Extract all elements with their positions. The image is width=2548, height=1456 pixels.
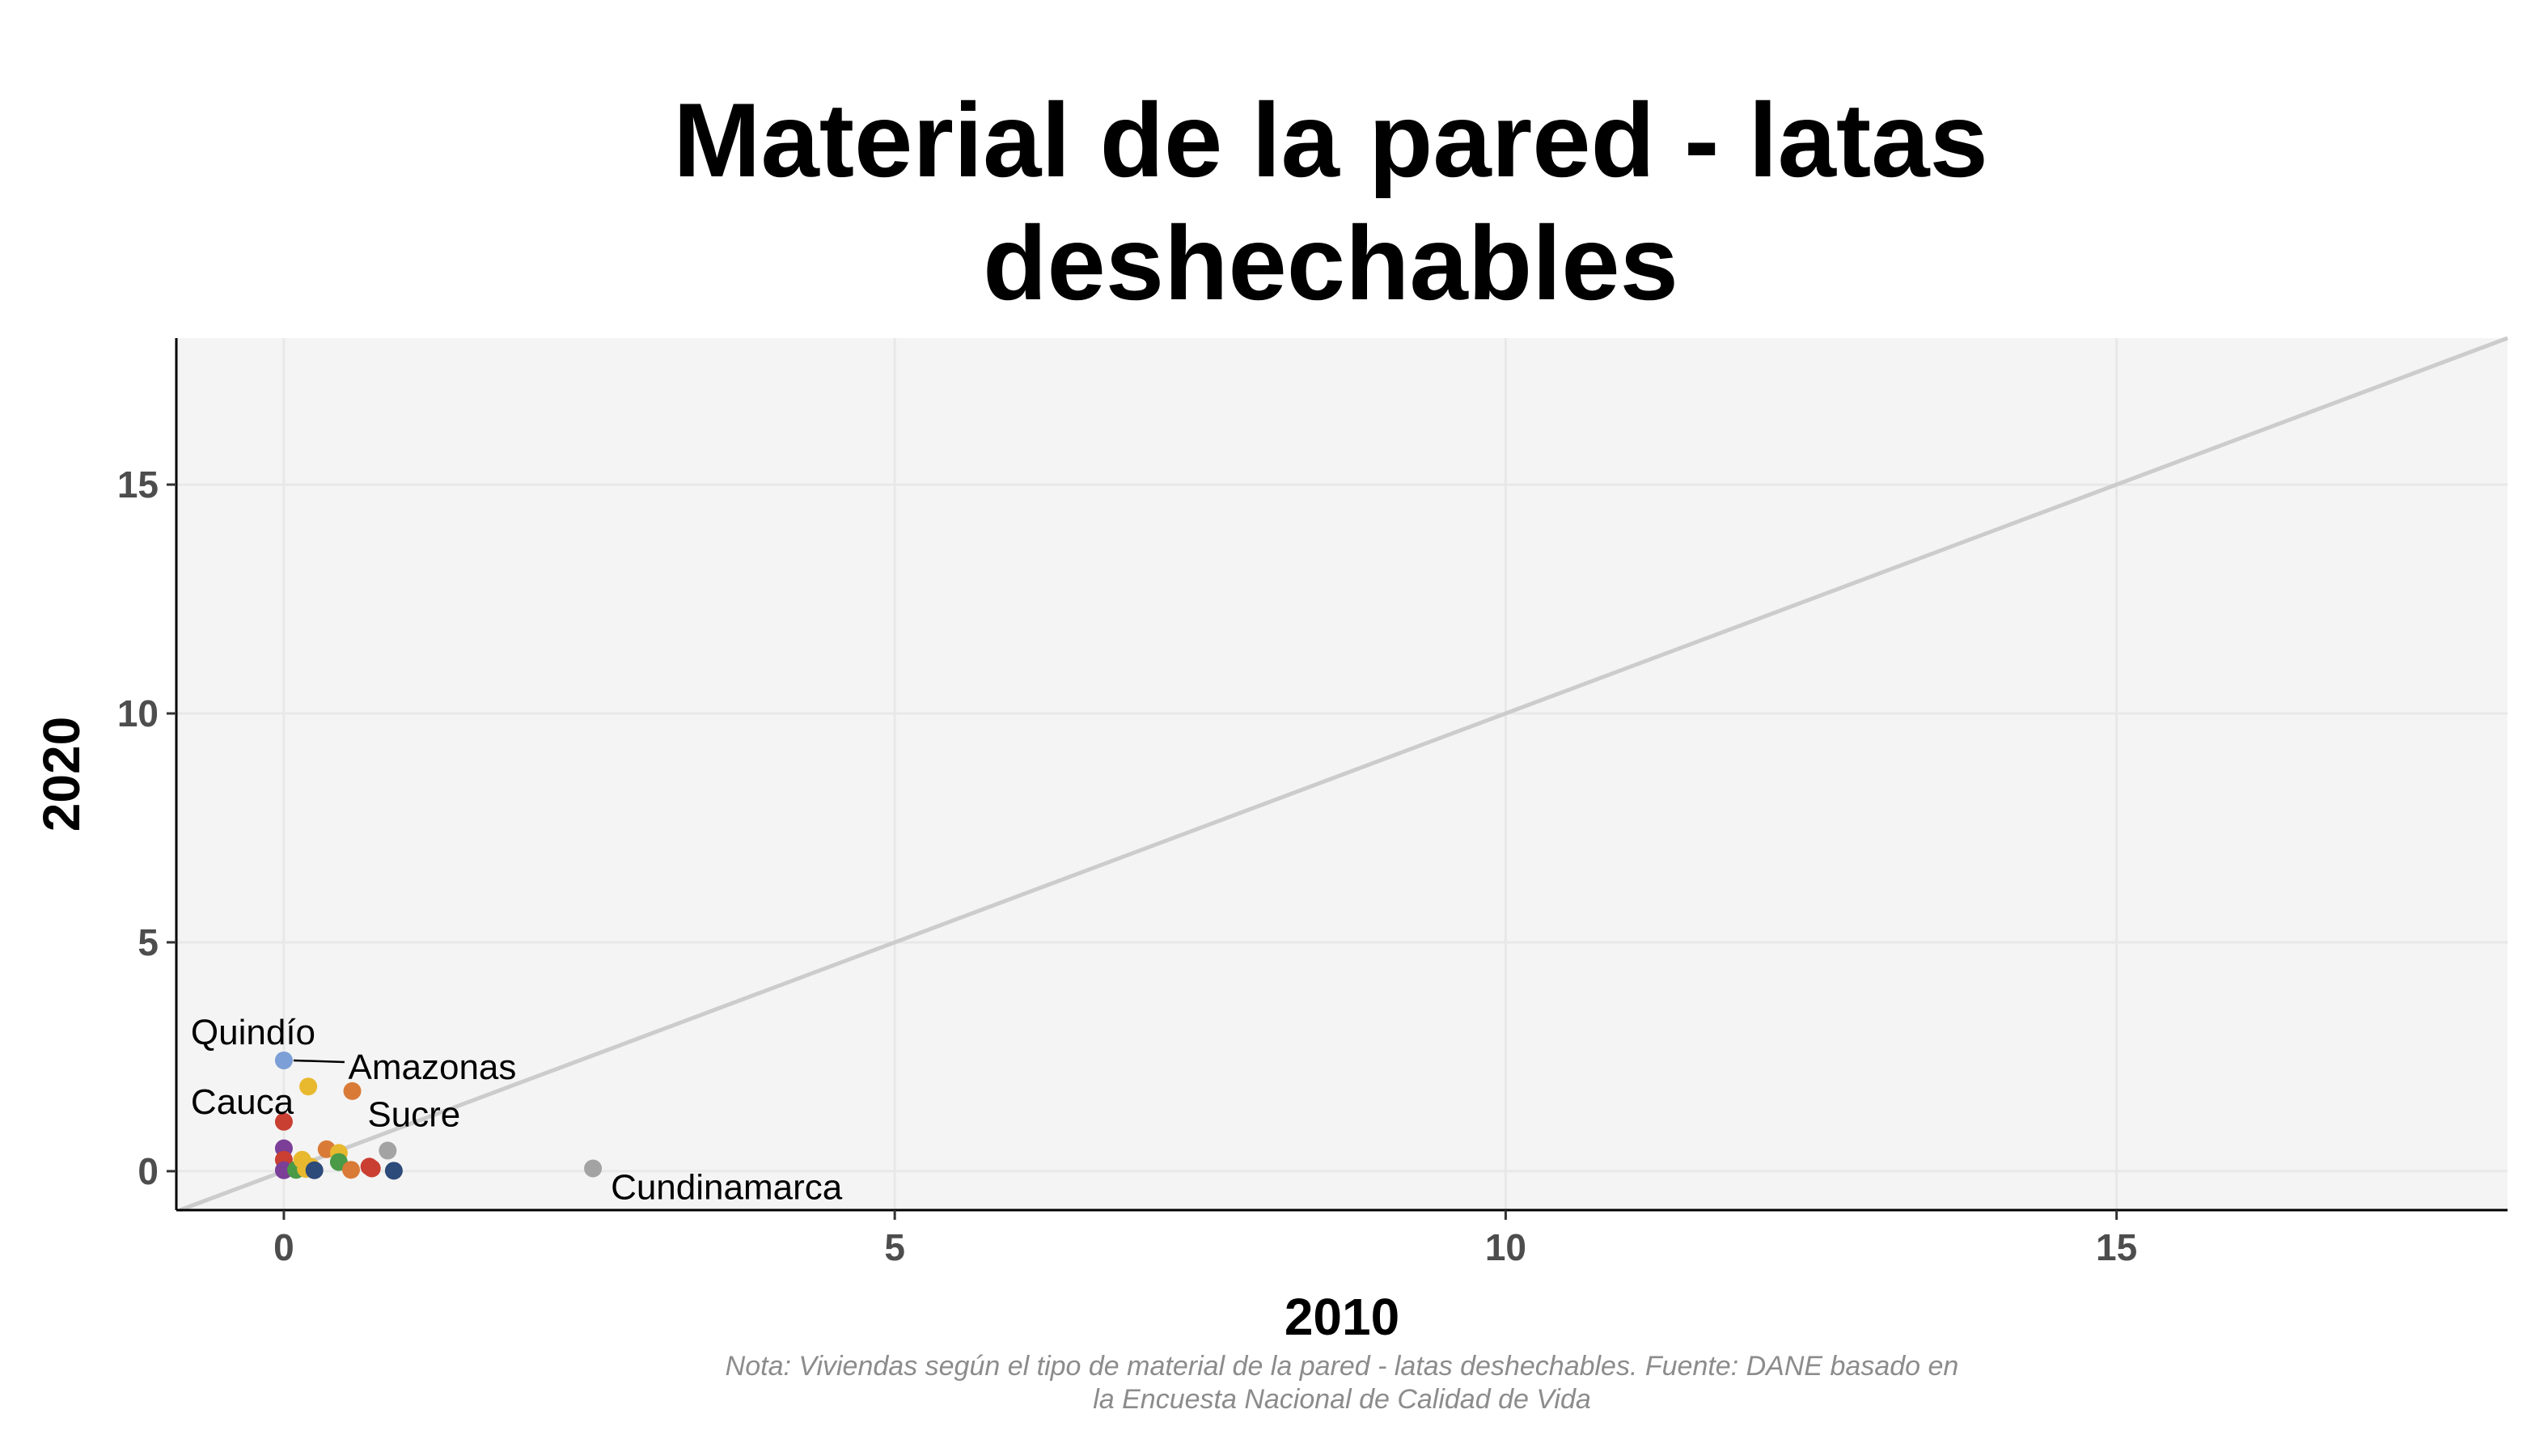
data-point [343, 1081, 362, 1100]
x-axis-ticks: 0 5 10 15 [273, 1210, 2137, 1268]
point-label: Cundinamarca [611, 1168, 843, 1208]
data-point [379, 1141, 397, 1160]
x-axis-title: 2010 [1285, 1288, 1399, 1346]
data-point [384, 1162, 403, 1180]
data-point [362, 1159, 381, 1178]
point-label: Cauca [191, 1082, 294, 1122]
chart-title-line-1: Material de la pared - latas [673, 81, 1988, 199]
data-point [274, 1112, 293, 1131]
x-tick-label: 5 [884, 1226, 905, 1268]
y-tick-label: 15 [117, 463, 159, 506]
reference-line-y-equals-x [179, 336, 2508, 1213]
point-labels: Quindío Amazonas Cauca Sucre Cundinamarca [191, 1013, 843, 1208]
caption-line-2: la Encuesta Nacional de Calidad de Vida [1093, 1384, 1591, 1415]
data-point [305, 1161, 324, 1179]
y-axis-ticks: 0 5 10 15 [117, 463, 176, 1192]
data-points [274, 1051, 603, 1180]
data-point [584, 1159, 603, 1178]
y-tick-label: 10 [117, 692, 159, 734]
chart-title-line-2: deshechables [983, 204, 1678, 322]
caption-line-1: Nota: Viviendas según el tipo de materia… [726, 1351, 1959, 1382]
data-point [341, 1161, 360, 1179]
point-label: Quindío [191, 1013, 315, 1052]
data-point [299, 1077, 318, 1096]
data-point [274, 1051, 293, 1069]
y-axis-title: 2020 [32, 717, 91, 832]
point-label: Amazonas [349, 1048, 517, 1087]
x-tick-label: 0 [273, 1226, 294, 1268]
label-connector [293, 1059, 345, 1064]
x-tick-label: 10 [1485, 1226, 1526, 1268]
y-tick-label: 0 [138, 1150, 159, 1192]
x-tick-label: 15 [2096, 1226, 2137, 1268]
y-tick-label: 5 [138, 921, 159, 963]
point-label: Sucre [367, 1094, 460, 1134]
